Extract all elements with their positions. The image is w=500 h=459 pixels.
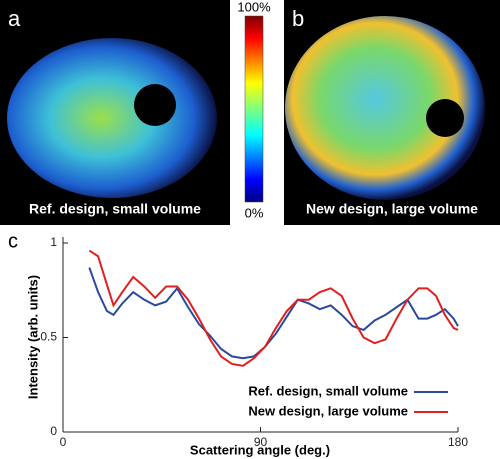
data-line: [88, 267, 459, 360]
beam-stop: [426, 99, 464, 137]
line-chart: c Scattering angle (deg.) Intensity (arb…: [8, 230, 468, 457]
beam-stop: [134, 84, 176, 126]
colorbar-max: 100%: [237, 0, 271, 14]
image-caption: New design, large volume: [306, 201, 478, 217]
colorbar: 100% 0%: [237, 0, 271, 220]
panel-label: b: [292, 6, 304, 31]
y-tick-label: 0: [50, 424, 57, 438]
image-caption: Ref. design, small volume: [29, 201, 201, 217]
y-axis-label: Intensity (arb. units): [25, 275, 40, 399]
panel-label: c: [8, 230, 18, 252]
x-tick-label: 180: [448, 435, 468, 449]
image-b: b New design, large volume: [284, 0, 500, 225]
panel-label: a: [8, 6, 21, 31]
legend-label: New design, large volume: [248, 403, 408, 418]
y-tick-label: 0.5: [40, 330, 57, 344]
data-line: [88, 249, 459, 367]
image-a: a Ref. design, small volume: [0, 0, 230, 225]
y-tick-label: 1: [50, 235, 57, 249]
x-tick-label: 0: [60, 435, 67, 449]
intensity-map: [7, 38, 217, 198]
colorbar-scale: [244, 15, 264, 203]
legend-label: Ref. design, small volume: [248, 383, 408, 398]
colorbar-min: 0%: [245, 205, 264, 220]
x-axis-label: Scattering angle (deg.): [190, 442, 330, 457]
x-tick-label: 90: [254, 435, 268, 449]
intensity-map: [285, 16, 485, 200]
